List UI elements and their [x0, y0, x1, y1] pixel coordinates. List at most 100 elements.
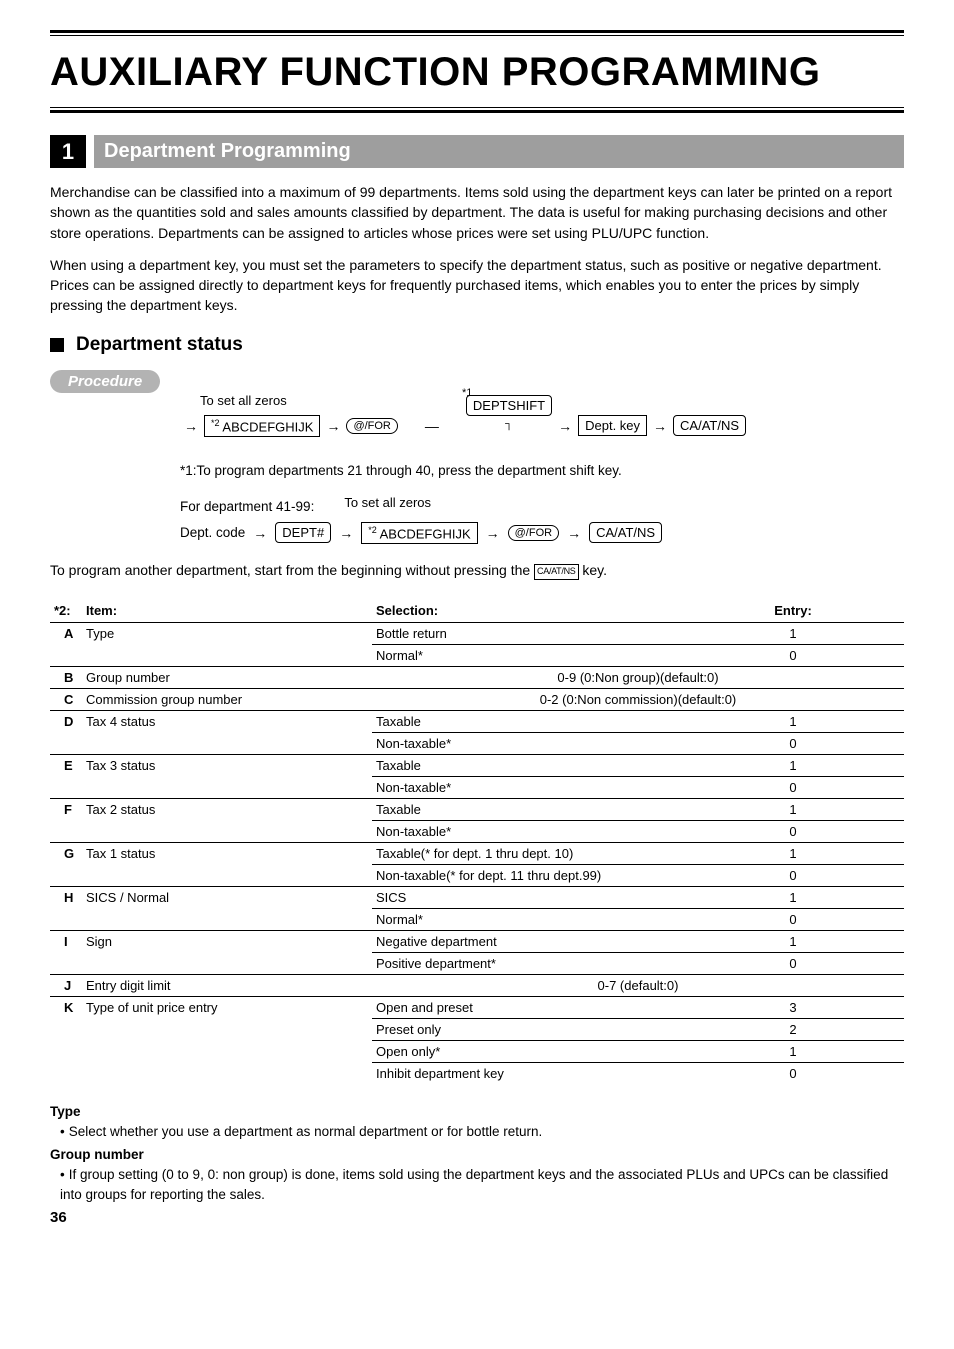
arrow-icon: →: [337, 525, 355, 541]
table-cell-selection: Non-taxable*: [372, 733, 682, 755]
table-cell-selection: Taxable: [372, 711, 682, 733]
table-cell-letter: D: [50, 711, 82, 733]
intro-paragraph-1: Merchandise can be classified into a max…: [50, 182, 904, 243]
table-cell-letter: K: [50, 997, 82, 1019]
table-cell-letter: I: [50, 931, 82, 953]
subheading-text: Department status: [76, 334, 243, 356]
after-flow-paragraph: To program another department, start fro…: [50, 560, 904, 581]
table-cell-name: Commission group number: [82, 689, 372, 711]
table-cell-entry: 0: [682, 909, 904, 931]
table-cell-entry: 1: [682, 1041, 904, 1063]
flow1-deptkey-box: Dept. key: [578, 415, 647, 436]
table-cell-entry: 1: [682, 623, 904, 645]
page-number: 36: [50, 1209, 904, 1226]
table-cell-entry: 0: [682, 777, 904, 799]
arrow-icon: —: [402, 418, 462, 434]
table-cell-letter: B: [50, 667, 82, 689]
parameter-table: *2: Item: Selection: Entry: ATypeBottle …: [50, 599, 904, 1084]
table-cell-selection: Taxable(* for dept. 1 thru dept. 10): [372, 843, 682, 865]
flow1-atfor-key: @/FOR: [346, 418, 397, 434]
flow1-deptshift-key: DEPTSHIFT: [466, 395, 552, 416]
table-cell-name: SICS / Normal: [82, 887, 372, 909]
section-bar: 1 Department Programming: [50, 135, 904, 168]
table-cell-entry: 1: [682, 931, 904, 953]
table-cell-entry: 0: [682, 953, 904, 975]
table-cell-name: Entry digit limit: [82, 975, 372, 997]
desc-type-body: •Select whether you use a department as …: [50, 1122, 904, 1142]
table-row: ATypeBottle return1: [50, 623, 904, 645]
table-cell-entry: 0: [682, 1063, 904, 1085]
arrow-icon: →: [182, 418, 200, 434]
table-row: Positive department*0: [50, 953, 904, 975]
table-cell-entry: 0: [682, 645, 904, 667]
table-cell-name: [82, 953, 372, 975]
table-cell-letter: [50, 865, 82, 887]
table-row: Non-taxable*0: [50, 821, 904, 843]
table-cell-letter: [50, 821, 82, 843]
table-cell-letter: [50, 1019, 82, 1041]
table-cell-entry: 1: [682, 887, 904, 909]
arrow-icon: →: [251, 525, 269, 541]
flow2-depthash-key: DEPT#: [275, 522, 331, 543]
table-cell-entry: 1: [682, 799, 904, 821]
table-cell-letter: [50, 953, 82, 975]
table-cell-letter: H: [50, 887, 82, 909]
table-row: KType of unit price entryOpen and preset…: [50, 997, 904, 1019]
table-row: Open only*1: [50, 1041, 904, 1063]
table-row: Non-taxable*0: [50, 733, 904, 755]
flow2-top-note: To set all zeros: [344, 495, 431, 510]
arrow-icon: →: [484, 525, 502, 541]
table-cell-wide-entry: 0-2 (0:Non commission)(default:0): [372, 689, 904, 711]
table-row: DTax 4 statusTaxable1: [50, 711, 904, 733]
table-cell-name: Tax 4 status: [82, 711, 372, 733]
table-cell-entry: 0: [682, 865, 904, 887]
table-prefix: *2:: [50, 599, 82, 623]
table-cell-name: [82, 1041, 372, 1063]
table-cell-name: Tax 2 status: [82, 799, 372, 821]
flow2-deptcode-label: Dept. code: [180, 525, 245, 540]
table-cell-selection: Taxable: [372, 755, 682, 777]
table-cell-selection: Negative department: [372, 931, 682, 953]
flow-diagram-1: To set all zeros *1 → *2 ABCDEFGHIJK → @…: [182, 393, 904, 437]
inline-caatns-key: CA/AT/NS: [534, 564, 578, 580]
table-cell-entry: 3: [682, 997, 904, 1019]
table-cell-selection: Non-taxable(* for dept. 11 thru dept.99): [372, 865, 682, 887]
table-row: Non-taxable(* for dept. 11 thru dept.99)…: [50, 865, 904, 887]
flow-diagram-2: Dept. code → DEPT# → *2 ABCDEFGHIJK → @/…: [180, 522, 904, 544]
table-cell-selection: Non-taxable*: [372, 821, 682, 843]
table-cell-letter: [50, 777, 82, 799]
table-row: ISignNegative department1: [50, 931, 904, 953]
table-row: HSICS / NormalSICS1: [50, 887, 904, 909]
table-cell-name: [82, 865, 372, 887]
desc-type-heading: Type: [50, 1102, 904, 1122]
dept41-label: For department 41-99:: [180, 493, 314, 514]
table-cell-name: [82, 909, 372, 931]
table-cell-selection: Normal*: [372, 909, 682, 931]
table-cell-selection: Positive department*: [372, 953, 682, 975]
footnote-star1: *1:To program departments 21 through 40,…: [180, 462, 904, 481]
table-cell-selection: Open only*: [372, 1041, 682, 1063]
subheading-department-status: Department status: [50, 334, 904, 356]
table-cell-wide-entry: 0-9 (0:Non group)(default:0): [372, 667, 904, 689]
procedure-block: Procedure To set all zeros *1 → *2 ABCDE…: [50, 370, 904, 456]
page-header: AUXILIARY FUNCTION PROGRAMMING: [50, 30, 904, 113]
desc-group-body: •If group setting (0 to 9, 0: non group)…: [50, 1165, 904, 1206]
arrow-icon: →: [324, 418, 342, 434]
table-cell-name: [82, 777, 372, 799]
table-header-item: Item:: [82, 599, 372, 623]
flow2-ca-key: CA/AT/NS: [589, 522, 662, 543]
table-cell-letter: F: [50, 799, 82, 821]
table-row: BGroup number0-9 (0:Non group)(default:0…: [50, 667, 904, 689]
table-row: Preset only2: [50, 1019, 904, 1041]
table-cell-name: [82, 821, 372, 843]
flow1-ca-key: CA/AT/NS: [673, 415, 746, 436]
table-cell-selection: Inhibit department key: [372, 1063, 682, 1085]
table-header-entry: Entry:: [682, 599, 904, 623]
table-cell-name: [82, 645, 372, 667]
intro-paragraph-2: When using a department key, you must se…: [50, 255, 904, 316]
arrow-icon: →: [651, 418, 669, 434]
table-cell-letter: G: [50, 843, 82, 865]
table-cell-entry: 1: [682, 843, 904, 865]
flow-diagram-2-header: For department 41-99: To set all zeros: [180, 493, 904, 514]
table-cell-entry: 2: [682, 1019, 904, 1041]
